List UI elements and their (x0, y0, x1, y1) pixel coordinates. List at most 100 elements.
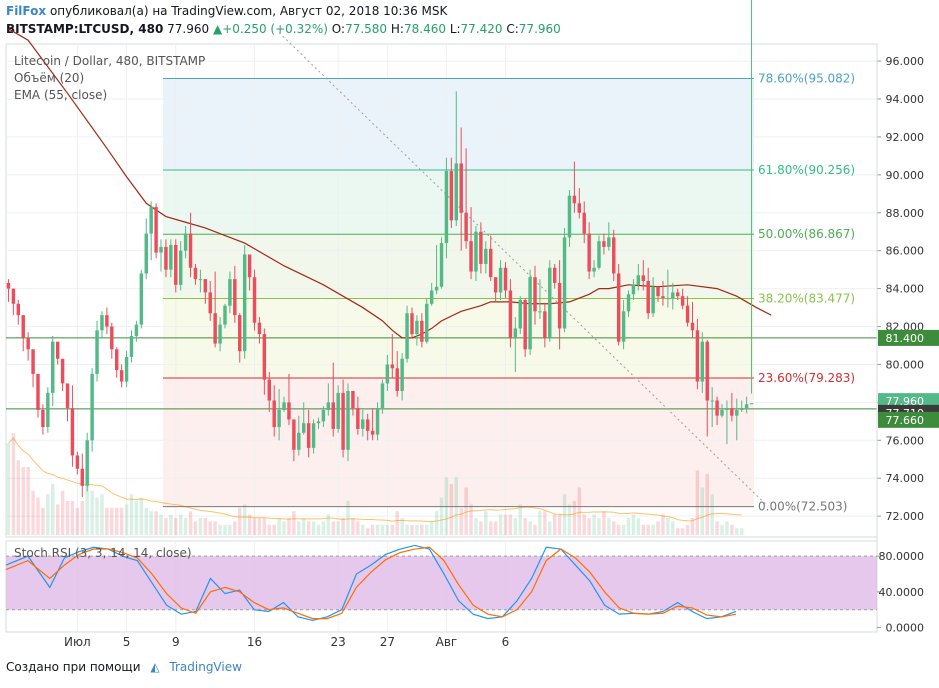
candle-body (439, 243, 444, 287)
volume-bar (218, 524, 222, 535)
legend-title: Litecoin / Dollar, 480, BITSTAMP (14, 54, 205, 68)
price-tick-label: 92.000 (886, 131, 925, 144)
volume-bar (193, 521, 198, 535)
volume-bar (119, 507, 124, 535)
volume-bar (548, 521, 552, 535)
candle-body (508, 290, 513, 338)
candle-body (390, 364, 395, 369)
time-tick-label: Авг (436, 635, 458, 649)
price-tag (878, 411, 939, 428)
volume-bar (454, 477, 458, 535)
volume-bar (203, 518, 208, 535)
candle-body (474, 231, 478, 272)
price-tick-label: 74.000 (886, 472, 925, 485)
volume-bar (616, 524, 621, 535)
candle-body (164, 246, 168, 270)
candle-body (587, 233, 591, 272)
volume-bar (429, 521, 434, 535)
volume-bar (336, 521, 340, 535)
volume-bar (380, 524, 385, 535)
candle-body (100, 315, 104, 331)
volume-bar (656, 521, 660, 535)
candle-body (582, 212, 586, 234)
tradingview-link[interactable]: TradingView (169, 660, 242, 674)
fib-background (163, 78, 754, 507)
candle-body (671, 292, 675, 299)
candle-body (739, 408, 744, 410)
volume-bar (607, 518, 611, 535)
volume-bar (105, 507, 109, 535)
candle-body (484, 248, 488, 264)
volume-bar (51, 484, 55, 535)
volume-bar (582, 514, 586, 535)
candle-body (85, 440, 89, 486)
volume-bar (700, 487, 705, 535)
volume-bar (11, 433, 16, 535)
candle-body (415, 320, 419, 335)
volume-bar (159, 514, 163, 535)
candle-body (115, 349, 119, 371)
volume-bars (6, 433, 744, 535)
candle-body (326, 402, 331, 410)
volume-bar (498, 514, 503, 535)
candle-body (213, 313, 217, 344)
candle-body (36, 373, 40, 410)
candle-body (602, 241, 606, 247)
price-chart[interactable]: 78.60%(95.082) 61.80%(90.256) 50.00%(86.86… (0, 0, 939, 660)
candle-body (292, 419, 296, 450)
candle-body (552, 267, 557, 283)
candle-body (557, 282, 562, 329)
candle-body (198, 279, 203, 281)
candle-body (631, 284, 636, 295)
candle-body (247, 254, 252, 278)
candle-body (464, 212, 468, 242)
candle-body (572, 195, 577, 204)
volume-bar (730, 524, 734, 535)
volume-bar (297, 521, 301, 535)
candle-body (523, 299, 527, 350)
candle-body (80, 468, 84, 486)
candle-body (710, 400, 714, 402)
volume-bar (626, 518, 631, 535)
volume-bar (410, 524, 414, 535)
candle-body (60, 358, 65, 384)
stoch-band (6, 556, 877, 610)
candle-body (395, 368, 399, 391)
candle-body (144, 233, 148, 274)
candle-body (725, 408, 729, 410)
volume-bar (115, 507, 119, 535)
volume-bar (375, 524, 380, 535)
tradingview-logo-icon[interactable]: ◭ (150, 660, 160, 674)
candle-body (306, 423, 311, 448)
fib-levels: 78.60%(95.082) 61.80%(90.256) 50.00%(86.86… (163, 71, 855, 514)
candle-body (513, 328, 518, 338)
candle-body (336, 392, 340, 429)
candle-body (233, 279, 237, 316)
volume-bar (523, 518, 527, 535)
volume-bar (306, 521, 311, 535)
volume-bar (720, 524, 724, 535)
volume-bar (272, 524, 276, 535)
footer: Создано при помощи ◭ TradingView (6, 660, 242, 674)
volume-bar (425, 524, 429, 535)
candle-body (134, 324, 139, 337)
volume-bar (351, 518, 355, 535)
candle-body (700, 341, 705, 382)
time-tick-label: 5 (123, 635, 131, 649)
candle-body (75, 455, 80, 469)
volume-bar (370, 524, 375, 535)
candle-body (676, 292, 680, 297)
volume-bar (95, 497, 99, 535)
candles (6, 0, 754, 498)
price-tick-label: 76.000 (886, 434, 925, 447)
volume-bar (311, 521, 316, 535)
volume-bar (641, 524, 645, 535)
volume-bar (302, 518, 306, 535)
volume-bar (277, 518, 281, 535)
author-name[interactable]: FilFox (6, 4, 47, 18)
candle-body (690, 322, 695, 331)
volume-bar (479, 521, 483, 535)
legend-volume: Объём (20) (14, 71, 84, 85)
candle-body (641, 275, 645, 282)
fib-level-label: 0.00%(72.503) (758, 500, 847, 514)
